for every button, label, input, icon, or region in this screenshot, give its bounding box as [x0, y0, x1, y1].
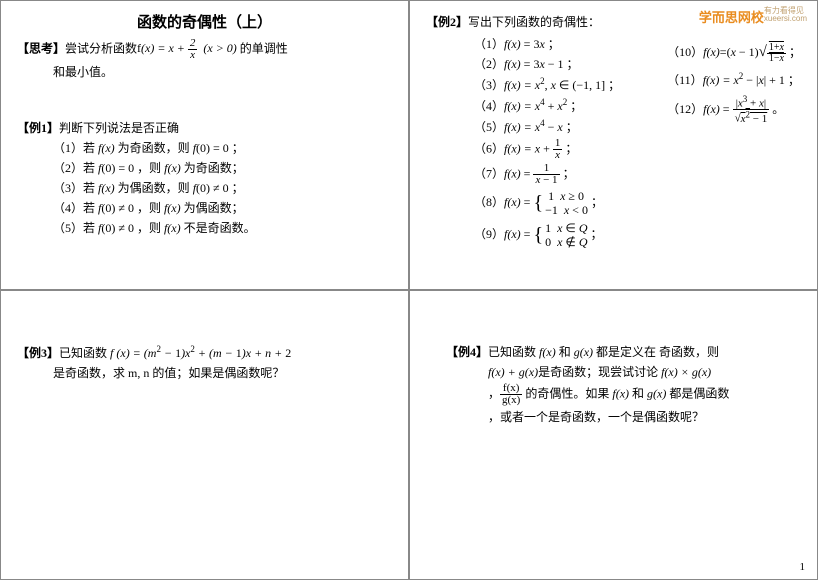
ex3-label: 【例3】 [17, 346, 59, 360]
cell-bottom-left: 【例3】已知函数 f (x) = (m2 − 1)x2 + (m − 1)x +… [0, 290, 409, 580]
ex4-line1: 【例4】已知函数 f(x) 和 g(x) 都是定义在 奇函数，则 [426, 343, 801, 361]
think-text-a: 尝试分析函数 [65, 41, 137, 55]
cell-bottom-right: 【例4】已知函数 f(x) 和 g(x) 都是定义在 奇函数，则 f(x) + … [409, 290, 818, 580]
ex4-frac-den: g(x) [500, 395, 522, 406]
brand-sub: 有力看得见xueersi.com [764, 7, 807, 23]
think-label: 【思考】 [17, 41, 65, 55]
ex2-2: （2）f(x) = 3x − 1 ； [426, 55, 647, 73]
ex2-12: （12）f(x) = |x3 + x|√x2 − 1 。 [667, 95, 801, 125]
cell-top-right: 学而思网校有力看得见xueersi.com 【例2】写出下列函数的奇偶性： （1… [409, 0, 818, 290]
ex2-10: （10）f(x)=(x − 1)√1+x1−x ； [667, 41, 801, 64]
ex1-label: 【例1】 [17, 121, 59, 135]
ex4-line4: ，或者一个是奇函数，一个是偶函数呢？ [426, 408, 801, 426]
ex3-text-a: 已知函数 [59, 346, 110, 360]
think-formula: f(x) = x + 2x (x > 0) [137, 41, 240, 55]
ex2-5: （5）f(x) = x4 − x ； [426, 117, 647, 136]
think-text-c: 和最小值。 [17, 63, 392, 81]
ex3-formula: f (x) = (m2 − 1)x2 + (m − 1)x + n + 2 [110, 346, 291, 360]
ex4-line2: f(x) + g(x)是奇函数；现尝试讨论 f(x) × g(x) [426, 363, 801, 381]
ex4-line3: ，f(x)g(x) 的奇偶性。如果 f(x) 和 g(x) 都是偶函数 [426, 383, 801, 406]
ex1-item-3: （3）若 f(x) 为偶函数，则 f(0) ≠ 0 ； [17, 179, 392, 197]
ex3-line1: 【例3】已知函数 f (x) = (m2 − 1)x2 + (m − 1)x +… [17, 343, 392, 362]
ex1-item-5: （5）若 f(0) ≠ 0 ，则 f(x) 不是奇函数。 [17, 219, 392, 237]
ex2-9: （9）f(x) = {1 x ∈ Q0 x ∉ Q ； [426, 220, 647, 250]
page-grid: 函数的奇偶性（上） 【思考】尝试分析函数f(x) = x + 2x (x > 0… [0, 0, 818, 580]
ex2-4: （4）f(x) = x4 + x2 ； [426, 96, 647, 115]
ex1-item-2: （2）若 f(0) = 0 ，则 f(x) 为奇函数； [17, 159, 392, 177]
ex2-title: 写出下列函数的奇偶性： [468, 15, 600, 29]
ex2-11: （11）f(x) = x2 − |x| + 1 ； [667, 70, 801, 89]
ex1-item-4: （4）若 f(0) ≠ 0 ，则 f(x) 为偶函数； [17, 199, 392, 217]
think-text-b: 的单调性 [240, 41, 288, 55]
cell-top-left: 函数的奇偶性（上） 【思考】尝试分析函数f(x) = x + 2x (x > 0… [0, 0, 409, 290]
think-block: 【思考】尝试分析函数f(x) = x + 2x (x > 0) 的单调性 [17, 38, 392, 61]
page-number: 1 [800, 561, 806, 573]
ex1-title: 判断下列说法是否正确 [59, 121, 179, 135]
ex1-header: 【例1】判断下列说法是否正确 [17, 119, 392, 137]
ex2-col-right: （10）f(x)=(x − 1)√1+x1−x ； （11）f(x) = x2 … [667, 39, 801, 252]
ex2-8: （8）f(x) = { 1 x ≥ 0−1 x < 0 ； [426, 188, 647, 218]
ex1-item-1: （1）若 f(x) 为奇函数，则 f(0) = 0 ； [17, 139, 392, 157]
ex2-6: （6）f(x) = x + 1x ； [426, 138, 647, 161]
ex2-1: （1）f(x) = 3x ； [426, 35, 647, 53]
page-title: 函数的奇偶性（上） [17, 11, 392, 32]
ex4-label: 【例4】 [446, 345, 488, 359]
ex3-line2: 是奇函数，求 m, n 的值；如果是偶函数呢？ [17, 364, 392, 382]
ex2-3: （3）f(x) = x2, x ∈ (−1, 1] ； [426, 75, 647, 94]
ex2-col-left: （1）f(x) = 3x ； （2）f(x) = 3x − 1 ； （3）f(x… [426, 33, 647, 252]
ex2-label: 【例2】 [426, 15, 468, 29]
brand-logo: 学而思网校有力看得见xueersi.com [699, 7, 807, 26]
ex2-columns: （1）f(x) = 3x ； （2）f(x) = 3x − 1 ； （3）f(x… [426, 33, 801, 252]
brand-text: 学而思网校 [699, 10, 764, 25]
ex2-7: （7）f(x) = 1x − 1 ； [426, 163, 647, 186]
